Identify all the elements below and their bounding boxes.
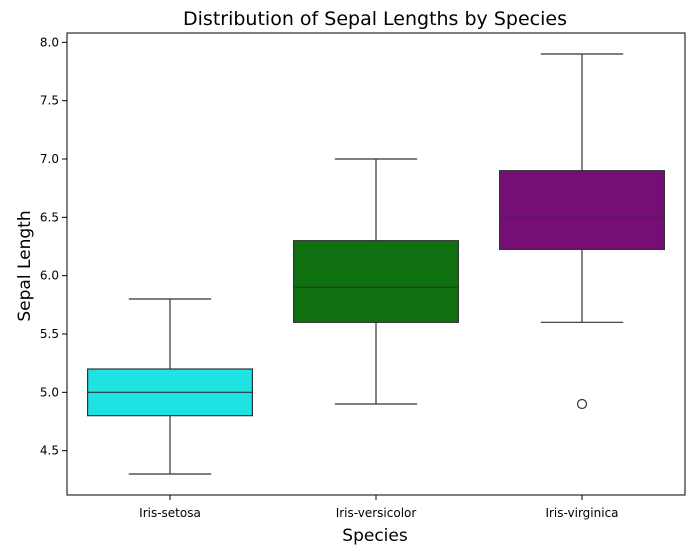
outlier-point	[576, 398, 588, 410]
y-axis-label: Sepal Length	[15, 210, 35, 321]
x-tick-label: Iris-virginica	[545, 506, 618, 520]
y-axis: 4.5 5.0 5.5 6.0 6.5 7.0 7.5 8.0	[40, 35, 67, 458]
y-tick-label: 7.0	[40, 152, 59, 166]
y-tick-label: 5.5	[40, 327, 59, 341]
y-tick-label: 5.0	[40, 385, 59, 399]
y-tick-label: 4.5	[40, 444, 59, 458]
chart-title: Distribution of Sepal Lengths by Species	[183, 8, 567, 30]
y-tick-label: 8.0	[40, 35, 59, 49]
box-iqr	[293, 240, 460, 323]
x-axis-label: Species	[342, 526, 408, 546]
plot-area	[66, 32, 686, 496]
y-tick-label: 6.5	[40, 210, 59, 224]
box-iris-setosa	[86, 298, 254, 475]
box-iqr	[499, 170, 666, 251]
y-tick-label: 7.5	[40, 94, 59, 108]
box-iris-versicolor	[293, 158, 460, 405]
x-tick-label: Iris-versicolor	[336, 506, 417, 520]
x-tick-label: Iris-setosa	[139, 506, 201, 520]
x-axis: Iris-setosa Iris-versicolor Iris-virginica	[139, 495, 619, 520]
y-tick-label: 6.0	[40, 269, 59, 283]
box-iris-virginica	[499, 53, 666, 410]
